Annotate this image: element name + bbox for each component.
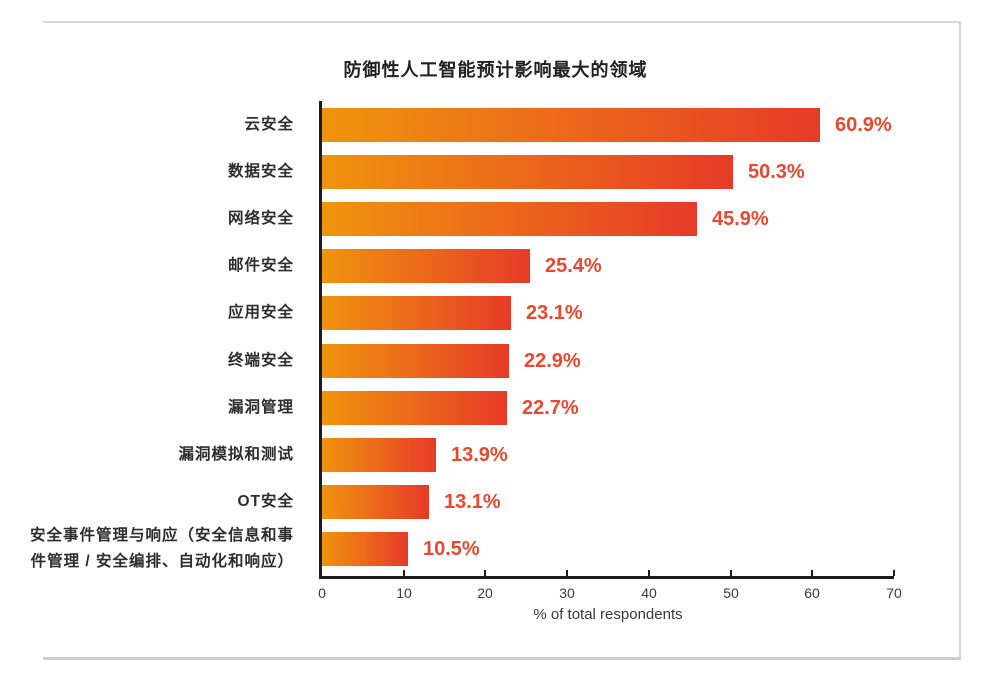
value-label: 13.1% [444,491,501,513]
bar [322,155,733,189]
x-axis-title: % of total respondents [533,606,683,623]
value-label: 50.3% [748,161,805,183]
value-label: 22.7% [522,397,579,419]
category-label: 安全事件管理与响应（安全信息和事件管理 / 安全编排、自动化和响应） [29,526,294,570]
x-axis-tick-label: 0 [318,585,326,601]
bar [322,391,507,425]
value-label: 45.9% [712,208,769,230]
category-label: OT安全 [237,492,294,510]
y-axis-line [319,101,322,579]
value-label: 25.4% [545,255,602,277]
category-label: 应用安全 [227,303,294,321]
category-label: 数据安全 [227,162,294,180]
category-label: 漏洞管理 [227,398,294,416]
value-label: 60.9% [835,114,892,136]
category-label: 终端安全 [227,351,294,369]
chart-title: 防御性人工智能预计影响最大的领域 [343,60,648,80]
x-axis-tick [811,570,813,576]
bar [322,296,511,330]
x-axis-tick-label: 50 [723,585,739,601]
bar [322,108,820,142]
bar [322,202,697,236]
category-label: 云安全 [244,115,294,133]
x-axis-tick [484,570,486,576]
category-label: 漏洞模拟和测试 [178,445,294,463]
value-label: 23.1% [526,302,583,324]
bar [322,438,436,472]
bar [322,485,429,519]
bar [322,249,530,283]
value-label: 10.5% [423,538,480,560]
x-axis-tick [730,570,732,576]
x-axis-tick [893,570,895,576]
x-axis-tick [403,570,405,576]
x-axis-tick [648,570,650,576]
x-axis-tick-label: 60 [804,585,820,601]
x-axis-tick-label: 40 [641,585,657,601]
value-label: 13.9% [451,444,508,466]
category-label: 网络安全 [227,209,294,227]
x-axis-tick-label: 70 [886,585,902,601]
value-label: 22.9% [524,350,581,372]
x-axis-tick-label: 30 [559,585,575,601]
bar [322,532,408,566]
x-axis-line [319,576,894,579]
bar [322,344,509,378]
x-axis-tick-label: 20 [477,585,493,601]
x-axis-tick-label: 10 [396,585,412,601]
x-axis-tick [566,570,568,576]
category-label: 邮件安全 [227,256,294,274]
